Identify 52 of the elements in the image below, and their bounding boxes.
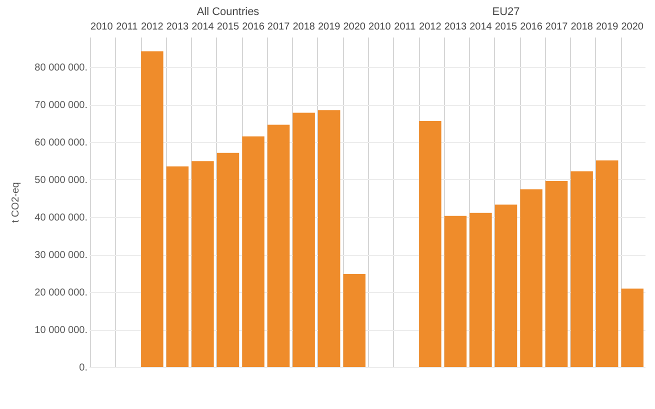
y-axis-title: t CO2-eq (10, 182, 22, 223)
bar (520, 189, 542, 367)
y-tick-label: 80 000 000. (34, 62, 88, 74)
bar (621, 288, 644, 367)
bar (470, 212, 492, 367)
x-tick-label: 2013 (444, 22, 468, 32)
x-tick-label: 2016 (520, 22, 543, 32)
bar (318, 110, 340, 367)
x-tick-label: 2019 (318, 22, 341, 32)
x-tick-label: 2018 (292, 22, 316, 32)
bar (292, 112, 315, 367)
y-tick-label: 0. (79, 362, 88, 374)
x-tick-label: 2013 (166, 22, 190, 32)
x-tick-label: 2020 (621, 22, 644, 32)
x-tick-label: 2020 (343, 22, 366, 32)
y-tick-label: 60 000 000. (34, 138, 88, 148)
y-tick-label: 30 000 000. (34, 250, 88, 261)
chart-title: EU27 (492, 6, 520, 18)
bar (192, 161, 214, 367)
x-tick-label: 2014 (470, 22, 492, 32)
bar (419, 121, 442, 367)
x-tick-label: 2017 (545, 22, 568, 32)
bar (494, 204, 518, 367)
x-tick-label: 2016 (242, 22, 265, 32)
bar (216, 152, 240, 367)
x-tick-label: 2012 (141, 22, 164, 32)
bar (242, 136, 264, 367)
bar (267, 124, 290, 367)
y-tick-label: 50 000 000. (34, 175, 88, 186)
x-tick-label: 2010 (90, 22, 114, 32)
y-tick-label: 40 000 000. (34, 212, 88, 224)
bar (596, 160, 618, 367)
x-tick-label: 2011 (116, 22, 138, 32)
bar (444, 216, 467, 367)
x-tick-label: 2019 (596, 22, 619, 32)
x-tick-label: 2015 (216, 22, 240, 32)
bar (570, 171, 593, 367)
x-tick-label: 2014 (192, 22, 214, 32)
y-tick-label: 70 000 000. (34, 100, 88, 111)
y-tick-label: 10 000 000. (34, 325, 88, 336)
bar (545, 181, 568, 367)
bar (166, 166, 189, 367)
x-tick-label: 2012 (419, 22, 442, 32)
x-tick-label: 2015 (494, 22, 518, 32)
chart-title: All Countries (196, 6, 260, 18)
y-tick-label: 20 000 000. (34, 288, 88, 298)
bar (141, 51, 164, 367)
x-tick-label: 2011 (394, 22, 416, 32)
x-tick-label: 2010 (368, 22, 392, 32)
bar (343, 274, 366, 367)
x-tick-label: 2017 (267, 22, 290, 32)
x-tick-label: 2018 (570, 22, 594, 32)
